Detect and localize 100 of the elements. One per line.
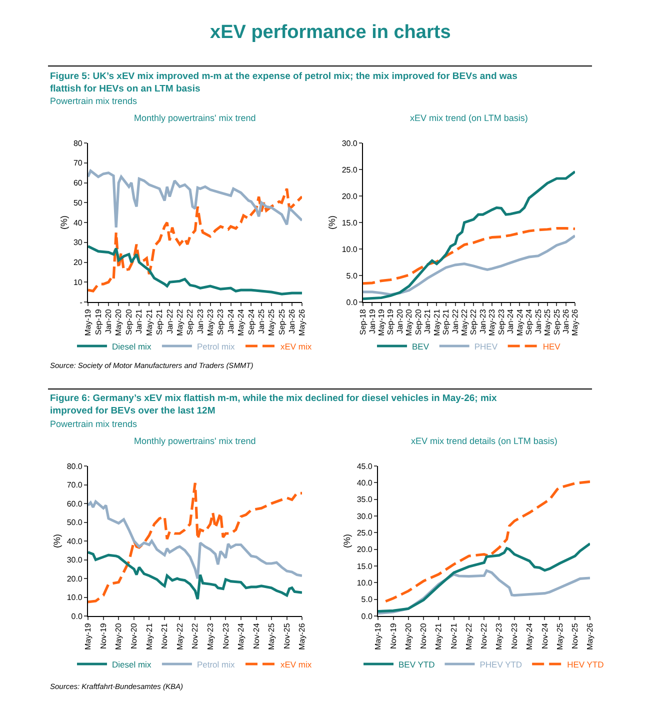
x-tick-label: Sep-24	[524, 308, 534, 335]
x-tick-label: May-23	[206, 308, 215, 336]
x-tick-label: Sep-23	[216, 308, 226, 335]
y-tick-label: 35.0	[356, 495, 373, 504]
x-tick-label: May-24	[515, 308, 524, 336]
y-tick-label: 40.0	[66, 536, 83, 546]
x-tick-label: May-19	[84, 308, 93, 336]
x-tick-label: Jan-23	[196, 308, 205, 334]
y-tick-label: 20.0	[342, 192, 358, 201]
x-tick-label: Sep-22	[186, 308, 195, 335]
x-tick-label: Sep-25	[277, 308, 286, 335]
caption: Figure 5: UK’s xEV mix improved m-m at the expense of petrol mix; the mix improved for BEVs and was flattish for HEVs on an LTM basis	[50, 71, 518, 94]
x-tick-label: Sep-25	[552, 308, 562, 335]
y-tick-label: 10.0	[356, 578, 373, 588]
caption: Figure 6: Germany’s xEV mix flattish m-m, while the mix declined for diesel vehicles in May-26; mix improved for BEVs over the last 12M	[50, 393, 498, 416]
y-tick-label: 20.0	[66, 574, 83, 584]
y-tick-label: 30.0	[356, 512, 373, 521]
x-tick-label: May-21	[434, 622, 444, 650]
x-tick-label: May-22	[464, 622, 474, 650]
y-tick-label: 0.0	[71, 612, 83, 621]
x-tick-label: Nov-20	[419, 622, 428, 649]
x-tick-label: Jan-21	[423, 308, 432, 334]
x-tick-label: Jan-20	[395, 308, 404, 334]
x-tick-label: Nov-24	[252, 622, 261, 649]
x-tick-label: Sep-18	[358, 308, 368, 335]
x-tick-label: Jan-26	[288, 308, 297, 334]
legend-label: Diesel mix	[112, 659, 152, 670]
x-tick-label: Jan-24	[506, 308, 516, 334]
y-tick-label: 50	[73, 198, 83, 208]
y-tick-label: 10.0	[342, 244, 358, 254]
x-tick-label: May-23	[206, 622, 215, 650]
x-tick-label: Nov-21	[160, 622, 170, 649]
text: BEV YTD	[398, 659, 435, 670]
x-tick-label: Jan-26	[562, 308, 571, 334]
line-series	[88, 500, 302, 580]
y-tick-label: 80	[73, 138, 83, 148]
text: Powertrain mix trends	[50, 419, 138, 429]
line-series	[88, 245, 302, 296]
line-series	[88, 187, 302, 292]
x-tick-label: Jan-25	[257, 308, 266, 334]
x-tick-label: Jan-21	[134, 308, 144, 334]
y-tick-label: 45.0	[356, 462, 373, 471]
y-tick-label: 0.0	[361, 612, 373, 621]
y-tick-label: 30	[73, 238, 83, 248]
y-axis-title: (%)	[58, 216, 69, 230]
y-tick-label: 25.0	[342, 165, 358, 174]
text: BEV	[412, 341, 430, 352]
x-tick-label: May-22	[175, 622, 184, 650]
y-tick-label: 10	[73, 278, 83, 287]
y-tick-label: 15.0	[356, 562, 373, 571]
x-tick-label: May-25	[555, 622, 564, 650]
x-tick-label: Jan-23	[478, 308, 488, 334]
y-axis-title: (%)	[327, 216, 338, 230]
x-tick-label: Sep-19	[94, 308, 103, 335]
y-axis-title: (%)	[52, 534, 62, 548]
line-series	[363, 227, 575, 285]
x-tick-label: May-20	[404, 308, 414, 336]
legend-label: Petrol mix	[196, 659, 236, 670]
y-tick-label: 5.0	[361, 595, 373, 604]
x-tick-label: May-22	[175, 308, 184, 336]
x-tick-label: May-23	[494, 622, 504, 650]
x-tick-label: Nov-23	[510, 622, 519, 649]
x-tick-label: May-26	[570, 308, 580, 336]
x-tick-label: May-19	[374, 622, 383, 650]
y-tick-label: 25.0	[356, 528, 373, 538]
x-tick-label: May-24	[236, 622, 246, 650]
x-tick-label: Sep-22	[469, 308, 478, 335]
line-series	[363, 234, 575, 296]
y-axis-title: (%)	[342, 534, 352, 548]
x-tick-label: May-20	[404, 622, 413, 650]
y-tick-label: 60.0	[66, 499, 83, 508]
x-tick-label: Sep-24	[246, 308, 256, 335]
x-tick-label: May-26	[586, 622, 595, 650]
y-tick-label: -	[80, 298, 83, 307]
y-tick-label: 40	[73, 218, 83, 228]
x-tick-label: May-25	[267, 308, 276, 336]
x-tick-label: Sep-21	[155, 308, 164, 335]
line-series	[88, 550, 302, 600]
x-tick-label: Jan-25	[534, 308, 543, 334]
y-tick-label: 40.0	[356, 478, 373, 488]
y-tick-label: 80.0	[66, 462, 83, 471]
y-tick-label: 10.0	[66, 593, 83, 602]
x-tick-label: May-22	[460, 308, 469, 336]
x-tick-label: May-21	[432, 308, 442, 336]
x-tick-label: Jan-19	[368, 308, 377, 334]
chart-title: xEV mix trend (on LTM basis)	[410, 113, 528, 123]
x-tick-label: Nov-22	[480, 622, 489, 649]
line-series	[384, 480, 590, 603]
x-tick-label: May-23	[488, 308, 497, 336]
y-tick-label: 20.0	[356, 545, 373, 554]
x-tick-label: Nov-25	[282, 622, 292, 649]
x-tick-label: Nov-23	[221, 622, 230, 649]
y-tick-label: 30.0	[342, 138, 358, 148]
legend-label: Diesel mix	[112, 341, 152, 352]
y-tick-label: 0.0	[346, 298, 358, 307]
chart-title: Monthly powertrains' mix trend	[134, 436, 256, 446]
y-tick-label: 50.0	[66, 518, 83, 528]
y-tick-label: 15.0	[342, 218, 358, 228]
x-tick-label: Jan-20	[104, 308, 114, 334]
x-tick-label: May-26	[298, 622, 307, 650]
